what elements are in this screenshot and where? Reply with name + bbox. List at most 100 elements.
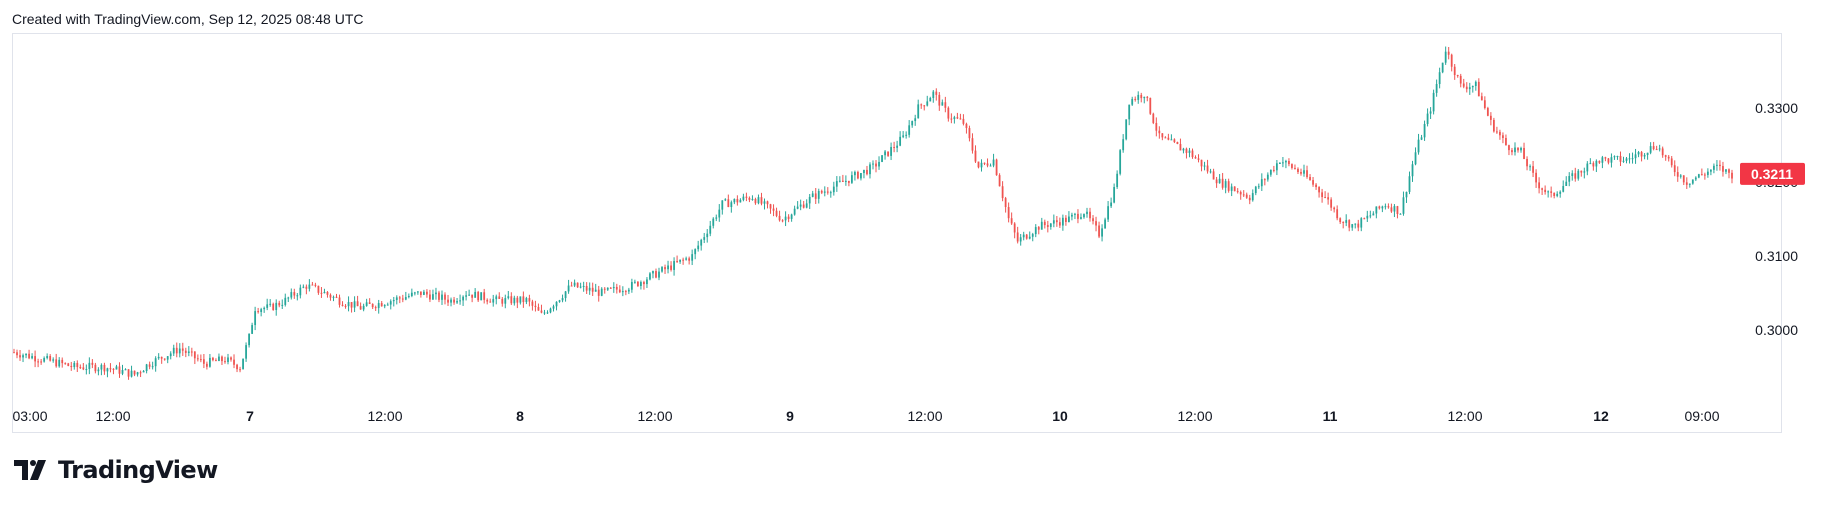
candle-body — [1399, 213, 1402, 215]
candle-body — [1107, 206, 1109, 220]
candle-body — [790, 214, 793, 219]
candle-body — [133, 370, 136, 375]
candle-body — [606, 287, 609, 290]
candle-body — [1224, 181, 1227, 188]
candle-body — [359, 306, 362, 310]
candle-body — [34, 356, 36, 362]
candle-body — [157, 356, 160, 359]
candle-body — [169, 353, 172, 357]
candle-body — [911, 121, 914, 126]
candle-body — [1492, 119, 1495, 132]
candle-body — [1477, 81, 1480, 97]
candle-body — [1324, 197, 1327, 199]
candle-body — [757, 197, 760, 204]
candle-body — [1722, 166, 1724, 172]
candle-body — [1483, 100, 1486, 109]
candle-body — [965, 123, 968, 129]
candle-body — [745, 196, 748, 198]
candle-body — [278, 302, 281, 306]
candle-body — [673, 261, 675, 270]
candle-body — [820, 190, 823, 193]
tradingview-logo[interactable]: TradingView — [14, 456, 218, 484]
candle-body — [1300, 172, 1302, 174]
candle-body — [1462, 83, 1465, 87]
candle-body — [814, 193, 817, 199]
candle-body — [1309, 176, 1311, 181]
candle-body — [844, 180, 847, 182]
candle-body — [1480, 96, 1483, 101]
candle-body — [1511, 150, 1513, 153]
candle-body — [823, 191, 826, 193]
candle-body — [1143, 96, 1146, 99]
candle-body — [863, 169, 865, 174]
candle-body — [224, 361, 226, 363]
candle-body — [1272, 169, 1275, 171]
candle-body — [474, 291, 477, 298]
candle-body — [1022, 234, 1025, 238]
candle-body — [49, 356, 52, 361]
candle-body — [561, 298, 564, 301]
candle-body — [835, 181, 838, 187]
candle-body — [215, 360, 217, 362]
candle-body — [58, 359, 61, 367]
candle-body — [350, 302, 353, 308]
candle-body — [1559, 191, 1562, 194]
candle-body — [808, 196, 811, 204]
candle-body — [1209, 171, 1212, 173]
candle-body — [142, 370, 145, 373]
candle-body — [438, 292, 440, 300]
candle-body — [679, 259, 682, 262]
candle-body — [398, 297, 401, 299]
candle-body — [1260, 179, 1263, 187]
candle-body — [432, 294, 434, 300]
candle-body — [91, 362, 94, 365]
candle-body — [453, 299, 455, 303]
candle-body — [52, 359, 55, 361]
candle-body — [778, 215, 781, 221]
candle-body — [1348, 220, 1351, 228]
candle-body — [1625, 158, 1628, 161]
candle-body — [1432, 92, 1435, 112]
candle-body — [899, 136, 902, 146]
candle-body — [582, 285, 585, 287]
candle-body — [272, 303, 275, 310]
candle-body — [718, 209, 721, 218]
candle-body — [1357, 223, 1360, 228]
candle-body — [121, 370, 124, 374]
candle-body — [416, 291, 419, 293]
candle-body — [377, 303, 380, 309]
candle-body — [1529, 166, 1531, 168]
candle-body — [489, 301, 492, 303]
candle-body — [1315, 184, 1317, 188]
candle-body — [1716, 164, 1718, 166]
candle-body — [1691, 179, 1694, 184]
candle-body — [700, 239, 703, 246]
candle-body — [748, 197, 751, 200]
candle-body — [1288, 160, 1290, 165]
candle-body — [902, 135, 905, 137]
candle-body — [1297, 168, 1299, 173]
candle-body — [1538, 182, 1541, 189]
candle-body — [1441, 62, 1444, 73]
candle-body — [706, 233, 709, 238]
candle-body — [1182, 148, 1185, 151]
candle-body — [555, 301, 558, 307]
candle-body — [371, 303, 374, 308]
candle-body — [1131, 98, 1134, 105]
candle-body — [1001, 186, 1004, 199]
candle-body — [1520, 147, 1522, 151]
candle-body — [1435, 84, 1438, 93]
candle-body — [46, 356, 49, 359]
candle-body — [290, 292, 293, 298]
candle-body — [1667, 156, 1670, 159]
chart-frame[interactable] — [12, 33, 1782, 433]
candle-body — [950, 118, 953, 120]
candle-body — [887, 151, 889, 156]
candle-body — [1688, 183, 1691, 185]
candle-body — [507, 296, 510, 299]
candle-body — [1303, 170, 1305, 174]
candle-body — [1393, 206, 1396, 212]
candle-body — [1429, 111, 1432, 114]
